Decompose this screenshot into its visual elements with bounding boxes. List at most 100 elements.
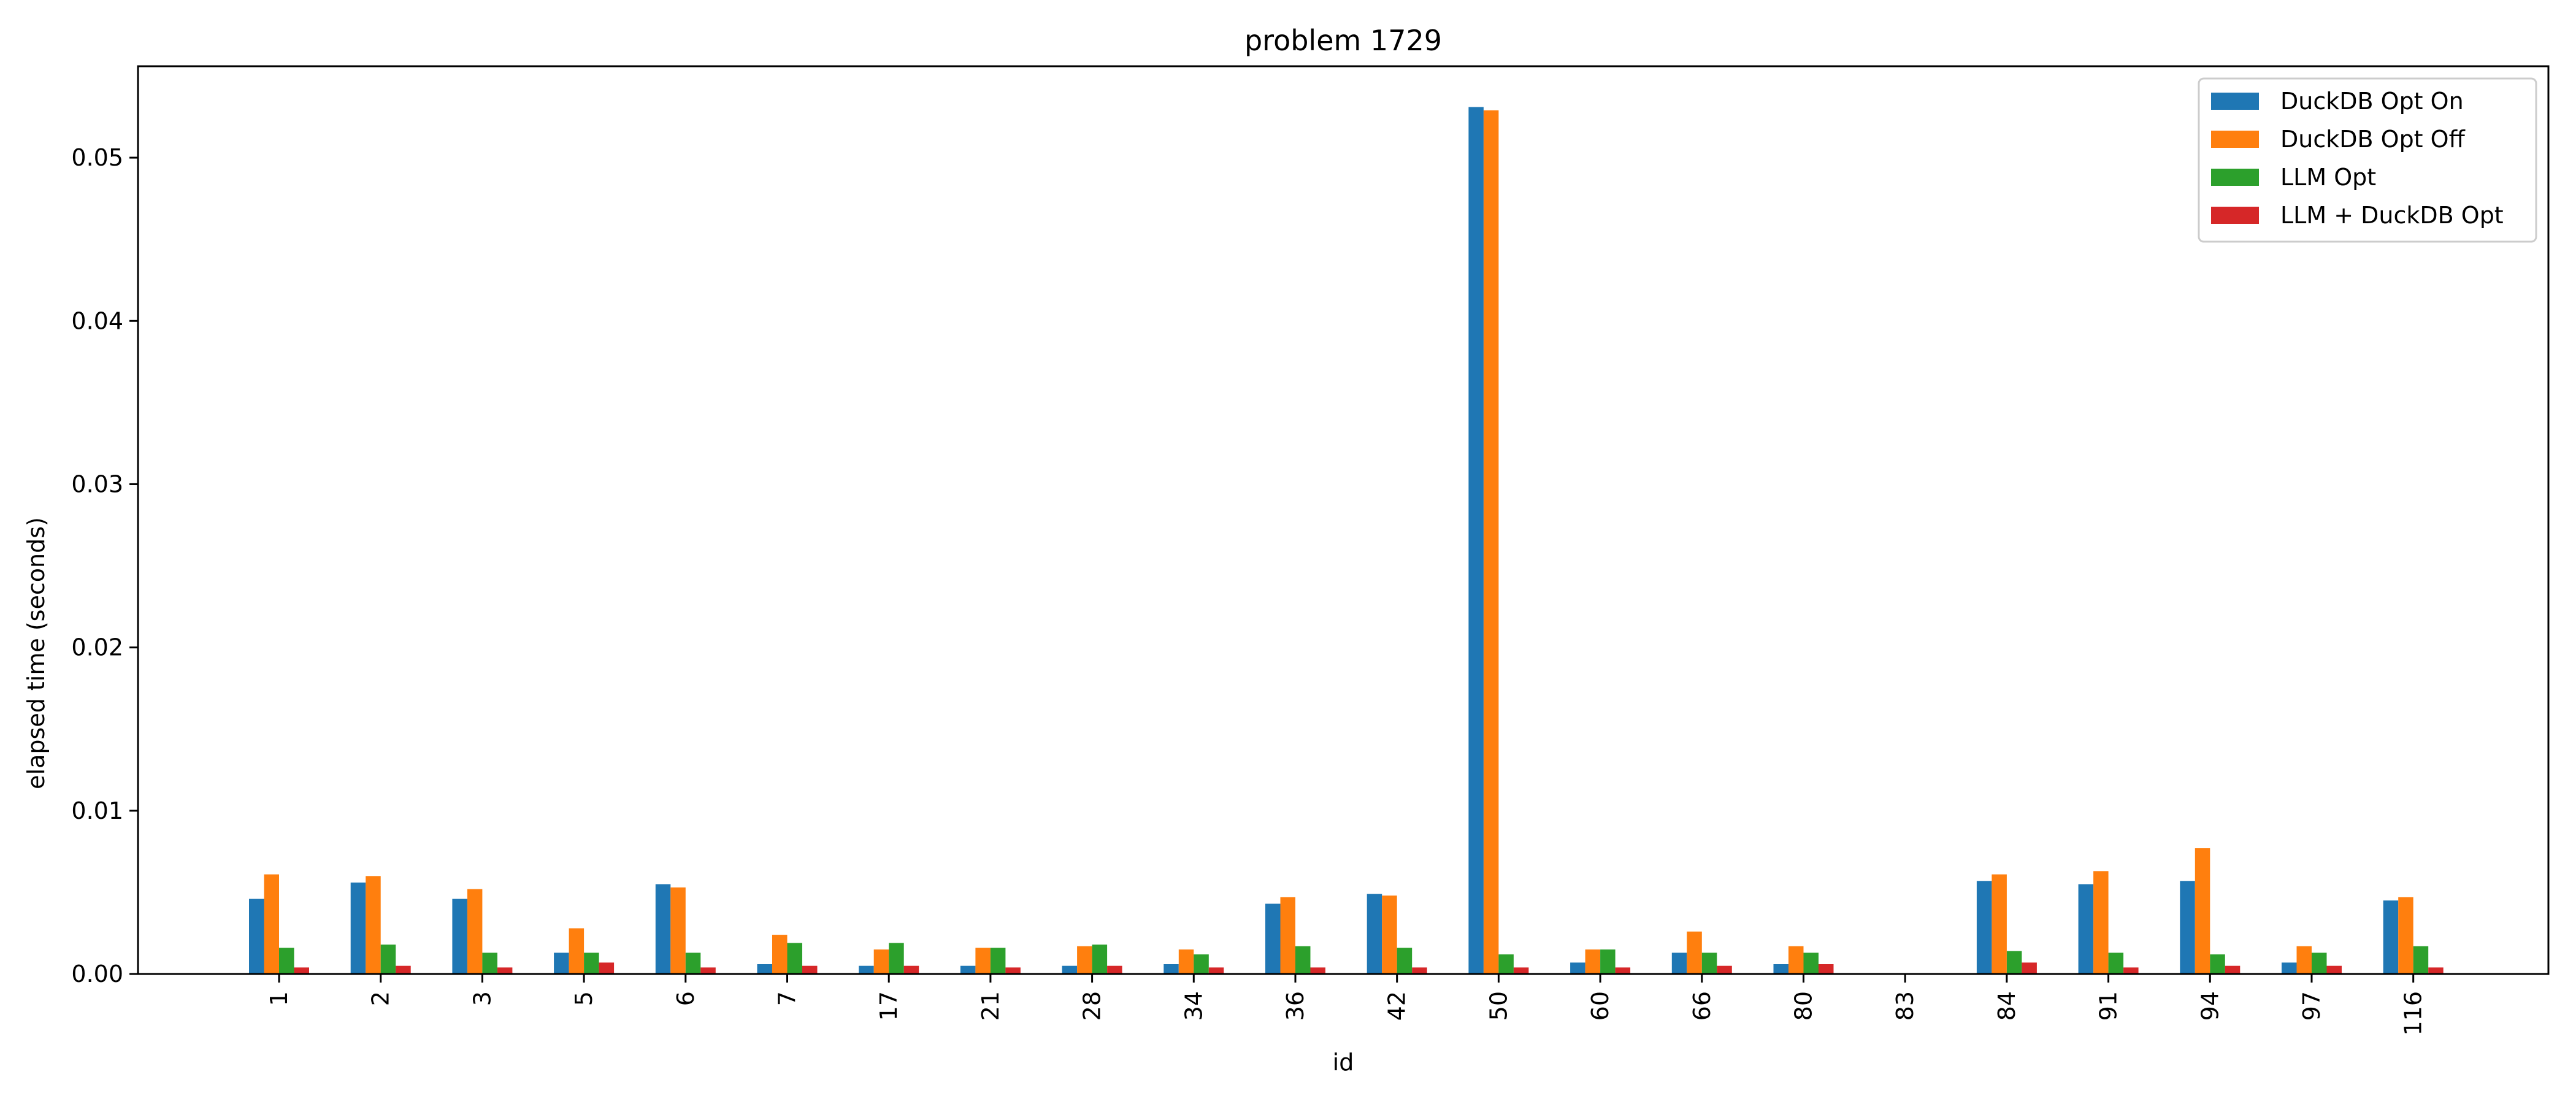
bar-series-0-cat-97 — [2282, 962, 2297, 974]
bar-series-2-cat-60 — [1600, 949, 1616, 974]
bar-series-2-cat-28 — [1092, 945, 1108, 974]
y-tick-label: 0.01 — [71, 797, 123, 824]
bar-series-2-cat-5 — [584, 953, 599, 974]
x-tick-label: 34 — [1180, 991, 1207, 1021]
bar-series-1-cat-5 — [569, 928, 585, 974]
bar-series-0-cat-6 — [655, 884, 671, 974]
bar-series-2-cat-50 — [1498, 954, 1514, 974]
bar-series-0-cat-66 — [1671, 953, 1687, 974]
bar-series-3-cat-80 — [1819, 964, 1834, 974]
x-tick-label: 5 — [570, 991, 597, 1006]
x-tick-label: 80 — [1790, 991, 1817, 1021]
bar-series-3-cat-28 — [1107, 965, 1122, 974]
bar-series-0-cat-84 — [1976, 881, 1992, 974]
bar-series-2-cat-94 — [2210, 954, 2225, 974]
bar-series-3-cat-66 — [1717, 965, 1732, 974]
bar-series-1-cat-17 — [873, 949, 889, 974]
bar-series-1-cat-91 — [2093, 871, 2109, 974]
bar-series-3-cat-36 — [1310, 967, 1325, 974]
bar-series-0-cat-7 — [757, 964, 772, 974]
bar-series-0-cat-21 — [960, 965, 976, 974]
bar-series-1-cat-7 — [772, 935, 788, 974]
x-axis-title: id — [1333, 1049, 1354, 1076]
y-tick-label: 0.04 — [71, 307, 123, 334]
bar-series-1-cat-80 — [1788, 946, 1804, 974]
bar-series-0-cat-5 — [554, 953, 569, 974]
legend-swatch — [2211, 169, 2259, 186]
bar-series-2-cat-21 — [990, 948, 1006, 974]
bar-series-2-cat-17 — [889, 943, 904, 974]
bar-series-2-cat-97 — [2312, 953, 2327, 974]
x-tick-label: 66 — [1689, 991, 1715, 1021]
bar-series-1-cat-94 — [2195, 848, 2210, 974]
y-tick-label: 0.05 — [71, 144, 123, 171]
bar-series-0-cat-50 — [1468, 107, 1484, 974]
x-tick-label: 6 — [672, 991, 699, 1006]
y-axis: 0.00 0.01 0.02 0.03 0.04 0.05 — [71, 144, 138, 987]
legend-swatch — [2211, 93, 2259, 110]
bar-series-3-cat-17 — [903, 965, 919, 974]
bar-series-0-cat-17 — [859, 965, 874, 974]
bar-series-3-cat-1 — [294, 967, 309, 974]
bar-series-3-cat-3 — [497, 967, 513, 974]
bar-series-0-cat-60 — [1570, 962, 1585, 974]
x-tick-label: 17 — [875, 991, 902, 1021]
bar-series-1-cat-1 — [264, 874, 279, 974]
bar-series-2-cat-80 — [1803, 953, 1819, 974]
x-tick-label: 21 — [977, 991, 1004, 1021]
bar-series-3-cat-5 — [599, 962, 615, 974]
bar-series-3-cat-94 — [2225, 965, 2241, 974]
bar-series-3-cat-97 — [2326, 965, 2342, 974]
y-axis-title: elapsed time (seconds) — [23, 517, 50, 789]
bar-series-3-cat-116 — [2428, 967, 2444, 974]
bar-series-3-cat-7 — [802, 965, 818, 974]
x-tick-label: 116 — [2400, 991, 2427, 1036]
bar-series-1-cat-97 — [2296, 946, 2312, 974]
bar-series-1-cat-116 — [2398, 897, 2413, 974]
y-tick-label: 0.02 — [71, 634, 123, 661]
x-tick-label: 3 — [469, 991, 496, 1006]
bar-series-1-cat-66 — [1687, 931, 1702, 974]
bar-series-2-cat-6 — [685, 953, 701, 974]
bar-series-2-cat-7 — [787, 943, 802, 974]
bar-series-2-cat-36 — [1295, 946, 1311, 974]
bar-series-0-cat-116 — [2383, 900, 2399, 974]
bar-series-3-cat-6 — [700, 967, 716, 974]
bar-series-1-cat-34 — [1178, 949, 1194, 974]
x-tick-label: 28 — [1079, 991, 1106, 1021]
legend-frame — [2198, 77, 2537, 243]
bar-series-3-cat-91 — [2123, 967, 2139, 974]
bar-series-1-cat-84 — [1991, 874, 2007, 974]
bar-series-0-cat-34 — [1163, 964, 1179, 974]
legend-swatch — [2211, 207, 2259, 224]
bar-series-0-cat-28 — [1062, 965, 1078, 974]
bar-series-2-cat-34 — [1194, 954, 1209, 974]
x-tick-label: 91 — [2095, 991, 2122, 1021]
bar-series-2-cat-42 — [1397, 948, 1413, 974]
bar-series-1-cat-21 — [975, 948, 991, 974]
chart-title: problem 1729 — [1244, 24, 1442, 57]
x-tick-label: 42 — [1384, 991, 1411, 1021]
bar-series-0-cat-3 — [452, 899, 467, 974]
x-tick-label: 1 — [266, 991, 293, 1006]
x-tick-label: 94 — [2196, 991, 2223, 1021]
bar-series-2-cat-66 — [1701, 953, 1717, 974]
bar-series-0-cat-94 — [2180, 881, 2195, 974]
x-tick-label: 97 — [2298, 991, 2325, 1021]
bar-series-1-cat-3 — [467, 889, 483, 974]
y-tick-label: 0.00 — [71, 960, 123, 987]
bar-series-2-cat-91 — [2108, 953, 2124, 974]
legend: DuckDB Opt On DuckDB Opt Off LLM Opt LLM + … — [2198, 77, 2537, 243]
bar-series-3-cat-50 — [1513, 967, 1529, 974]
bar-series-0-cat-80 — [1773, 964, 1788, 974]
bar-series-3-cat-34 — [1208, 967, 1224, 974]
x-tick-label: 7 — [774, 991, 801, 1006]
bar-series-1-cat-6 — [670, 887, 686, 974]
bar-series-1-cat-36 — [1280, 897, 1295, 974]
bar-series-0-cat-36 — [1265, 903, 1281, 974]
bar-series-3-cat-21 — [1005, 967, 1021, 974]
bar-series-1-cat-50 — [1483, 110, 1499, 974]
x-tick-label: 84 — [1993, 991, 2020, 1021]
bar-series-2-cat-3 — [482, 953, 497, 974]
